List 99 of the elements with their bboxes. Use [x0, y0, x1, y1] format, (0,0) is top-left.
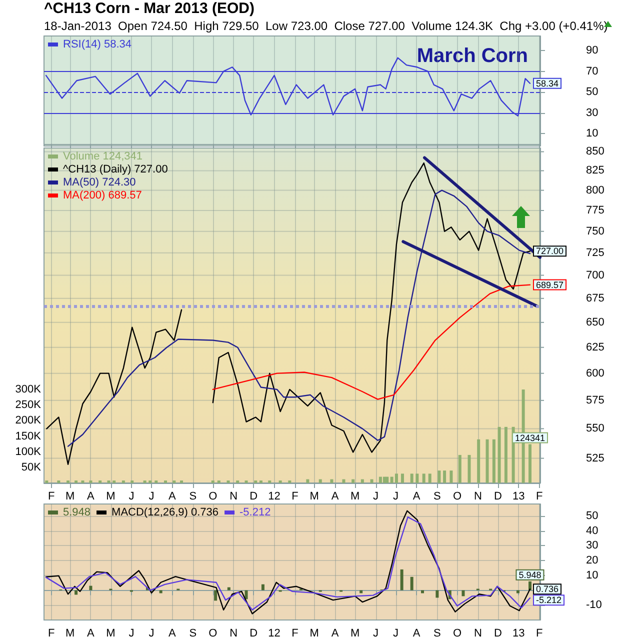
y2-tick-label: 50K: [21, 461, 42, 474]
x-tick-label: O: [208, 628, 218, 639]
x-tick-label: N: [474, 628, 482, 639]
x-tick-label: S: [434, 628, 441, 639]
legend-label: RSI(14) 58.34: [63, 38, 132, 50]
y2-tick-label: 150K: [15, 430, 42, 442]
x-tick-label: M: [350, 490, 360, 502]
y-tick-label: 700: [586, 269, 604, 282]
x-tick-label: A: [331, 490, 340, 502]
y-tick-label: 675: [586, 292, 604, 304]
x-tick-label: J: [393, 628, 399, 639]
legend-label: MACD(12,26,9) 0.736: [112, 506, 219, 518]
x-tick-label: 12: [268, 490, 280, 502]
x-tick-label: N: [474, 490, 482, 502]
x-tick-label: N: [230, 490, 238, 502]
y2-tick-label: 200K: [15, 414, 42, 427]
y-tick-label: 750: [586, 225, 604, 238]
data-label: 689.57: [536, 280, 564, 290]
x-tick-label: A: [87, 628, 96, 639]
legend-label: 5.948: [63, 506, 91, 518]
y-tick-label: 575: [586, 394, 604, 406]
data-label: 5.948: [518, 570, 542, 580]
y-tick-label: 40: [586, 524, 598, 537]
data-label: -5.212: [536, 595, 562, 606]
x-tick-label: A: [412, 628, 421, 639]
chart-subtitle: 18-Jan-2013 Open 724.50 High 729.50 Low 723.00 Close 727.00 Volume 124.3K Chg +3.00 (+0.41%): [44, 19, 608, 33]
x-tick-label: D: [250, 628, 258, 639]
y-tick-label: 30: [586, 106, 598, 119]
x-tick-label: S: [189, 628, 197, 639]
y2-tick-label: 250K: [15, 399, 42, 412]
y-tick-label: 625: [586, 341, 604, 354]
y2-tick-label: 300K: [15, 384, 42, 396]
x-tick-label: J: [393, 490, 399, 502]
x-tick-label: O: [452, 628, 462, 639]
x-tick-label: A: [331, 628, 340, 639]
data-label: 0.736: [536, 584, 559, 594]
y-tick-label: 30: [586, 540, 598, 552]
x-tick-label: J: [373, 628, 379, 639]
annotation: March Corn: [416, 45, 528, 67]
y-tick-label: 20: [586, 554, 598, 567]
legend-label: -5.212: [240, 506, 271, 518]
y-tick-label: 10: [586, 569, 598, 582]
data-label: 727.00: [536, 246, 564, 256]
legend-label: ^CH13 (Daily) 727.00: [63, 164, 168, 176]
x-tick-label: N: [230, 628, 238, 639]
x-tick-label: F: [536, 490, 543, 502]
x-tick-label: F: [536, 628, 543, 639]
y2-tick-label: 100K: [15, 446, 42, 458]
x-tick-label: M: [106, 628, 116, 639]
x-tick-label: D: [494, 628, 502, 639]
y-tick-label: 725: [586, 246, 604, 259]
x-tick-label: F: [48, 628, 55, 639]
x-tick-label: J: [373, 490, 379, 502]
legend-label: MA(50) 724.30: [63, 176, 136, 188]
x-tick-label: J: [148, 628, 154, 639]
x-tick-label: F: [292, 628, 299, 639]
x-tick-label: M: [65, 628, 75, 639]
y-tick-label: 825: [586, 164, 604, 177]
y-tick-label: 70: [586, 65, 598, 78]
x-tick-label: S: [189, 490, 197, 502]
x-tick-label: J: [128, 628, 134, 639]
legend-label: MA(200) 689.57: [63, 190, 142, 202]
chart-title: ^CH13 Corn - Mar 2013 (EOD): [44, 0, 254, 17]
x-tick-label: A: [412, 490, 421, 502]
y-tick-label: 50: [586, 86, 598, 98]
x-tick-label: 13: [512, 490, 525, 502]
x-tick-label: S: [434, 490, 441, 502]
x-tick-label: M: [65, 490, 75, 502]
y-tick-label: -10: [586, 599, 602, 612]
y-tick-label: 550: [586, 422, 604, 435]
y-tick-label: 800: [586, 184, 604, 196]
x-tick-label: A: [168, 490, 176, 502]
x-tick-label: M: [350, 628, 360, 639]
y-tick-label: 775: [586, 204, 604, 216]
x-tick-label: O: [452, 490, 462, 502]
x-tick-label: O: [208, 490, 218, 502]
x-tick-label: D: [250, 490, 258, 502]
data-label: 58.34: [536, 78, 559, 88]
data-label: 124341: [514, 432, 546, 443]
x-tick-label: F: [48, 490, 55, 502]
y-tick-label: 50: [586, 510, 598, 522]
x-tick-label: D: [494, 490, 502, 502]
x-tick-label: A: [168, 628, 176, 639]
x-tick-label: M: [106, 490, 116, 502]
x-tick-label: J: [148, 490, 154, 502]
y-tick-label: 525: [586, 452, 604, 464]
x-tick-label: 12: [268, 628, 280, 639]
x-tick-label: 13: [512, 628, 525, 639]
x-tick-label: M: [310, 628, 319, 639]
x-tick-label: J: [128, 490, 134, 502]
x-tick-label: A: [87, 490, 96, 502]
y-tick-label: 850: [586, 146, 604, 158]
x-tick-label: M: [310, 490, 319, 502]
y-tick-label: 90: [586, 44, 598, 57]
x-tick-label: F: [292, 490, 299, 502]
legend-label: Volume 124,341: [63, 150, 143, 162]
y-tick-label: 10: [586, 128, 598, 140]
y-tick-label: 600: [586, 367, 604, 380]
y-tick-label: 650: [586, 316, 604, 328]
